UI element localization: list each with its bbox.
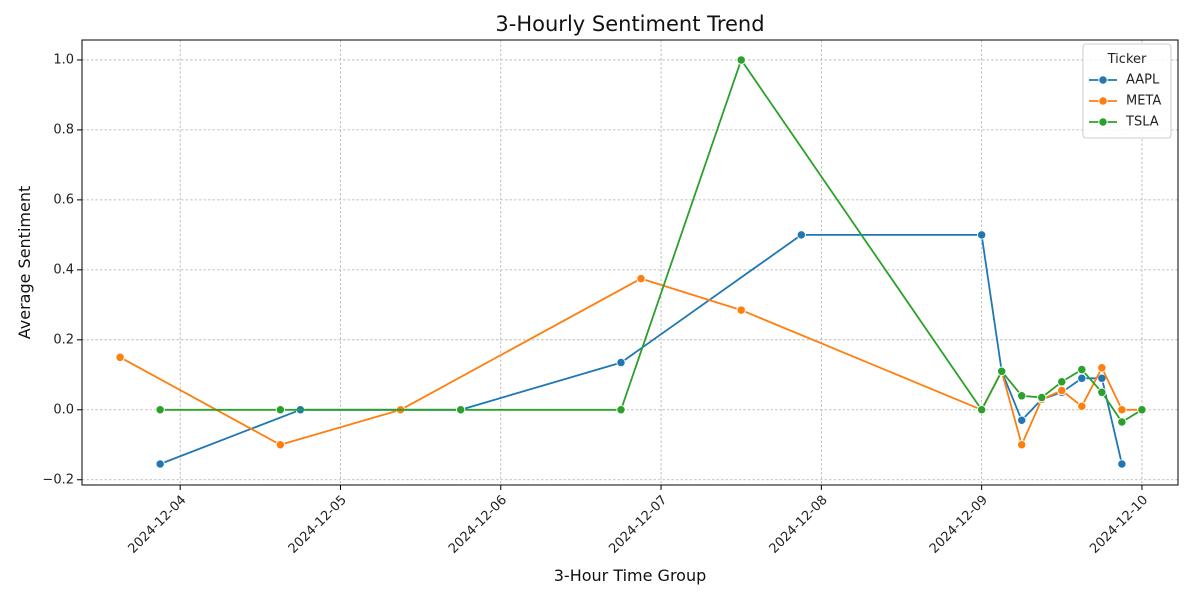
data-point-meta	[1018, 441, 1026, 449]
data-point-meta	[1118, 406, 1126, 414]
data-point-tsla	[977, 406, 985, 414]
y-tick-label: 0.0	[53, 402, 74, 417]
data-point-meta	[737, 306, 745, 314]
data-point-meta	[637, 274, 645, 282]
y-axis-title: Average Sentiment	[15, 186, 34, 340]
data-point-meta	[1098, 364, 1106, 372]
data-point-tsla	[1078, 365, 1086, 373]
data-point-tsla	[1138, 406, 1146, 414]
legend-label-meta: META	[1126, 94, 1161, 109]
legend-label-aapl: AAPL	[1126, 73, 1160, 88]
data-point-aapl	[617, 358, 625, 366]
data-point-tsla	[997, 367, 1005, 375]
data-point-meta	[1058, 386, 1066, 394]
data-point-tsla	[1118, 418, 1126, 426]
x-tick-label: 2024-12-04	[125, 493, 189, 557]
x-tick-label: 2024-12-07	[606, 493, 670, 557]
x-tick-label: 2024-12-09	[927, 493, 991, 557]
x-tick-label: 2024-12-05	[286, 493, 350, 557]
data-point-meta	[276, 441, 284, 449]
series-line-tsla	[160, 60, 1142, 422]
y-tick-label: 0.2	[53, 332, 74, 347]
series-layer	[116, 56, 1146, 468]
y-tick-label: −0.2	[42, 472, 74, 487]
data-point-tsla	[1058, 378, 1066, 386]
data-point-aapl	[1118, 460, 1126, 468]
data-point-tsla	[1018, 392, 1026, 400]
x-tick-label: 2024-12-06	[446, 493, 510, 557]
legend-marker-tsla	[1099, 118, 1107, 126]
data-point-tsla	[1038, 393, 1046, 401]
data-point-tsla	[156, 406, 164, 414]
legend-marker-aapl	[1099, 76, 1107, 84]
y-tick-label: 1.0	[53, 52, 74, 67]
data-point-tsla	[276, 406, 284, 414]
data-point-aapl	[1078, 374, 1086, 382]
data-point-tsla	[617, 406, 625, 414]
data-point-tsla	[1098, 388, 1106, 396]
legend-title: Ticker	[1107, 52, 1147, 67]
y-tick-label: 0.8	[53, 122, 74, 137]
data-point-meta	[1078, 402, 1086, 410]
axes: 2024-12-04 2024-12-05 2024-12-06 2024-12-07…	[42, 52, 1151, 556]
x-tick-label: 2024-12-08	[767, 493, 831, 557]
data-point-tsla	[456, 406, 464, 414]
y-tick-label: 0.6	[53, 192, 74, 207]
data-point-aapl	[797, 231, 805, 239]
data-point-aapl	[977, 231, 985, 239]
chart-title: 3-Hourly Sentiment Trend	[495, 12, 764, 36]
legend: Ticker AAPL META TSLA	[1083, 44, 1171, 138]
data-point-tsla	[737, 56, 745, 64]
data-point-aapl	[1018, 416, 1026, 424]
y-tick-label: 0.4	[53, 262, 74, 277]
data-point-meta	[116, 353, 124, 361]
data-point-aapl	[156, 460, 164, 468]
legend-label-tsla: TSLA	[1125, 115, 1159, 130]
x-axis-title: 3-Hour Time Group	[554, 566, 707, 585]
legend-marker-meta	[1099, 97, 1107, 105]
x-tick-label: 2024-12-10	[1087, 493, 1151, 557]
